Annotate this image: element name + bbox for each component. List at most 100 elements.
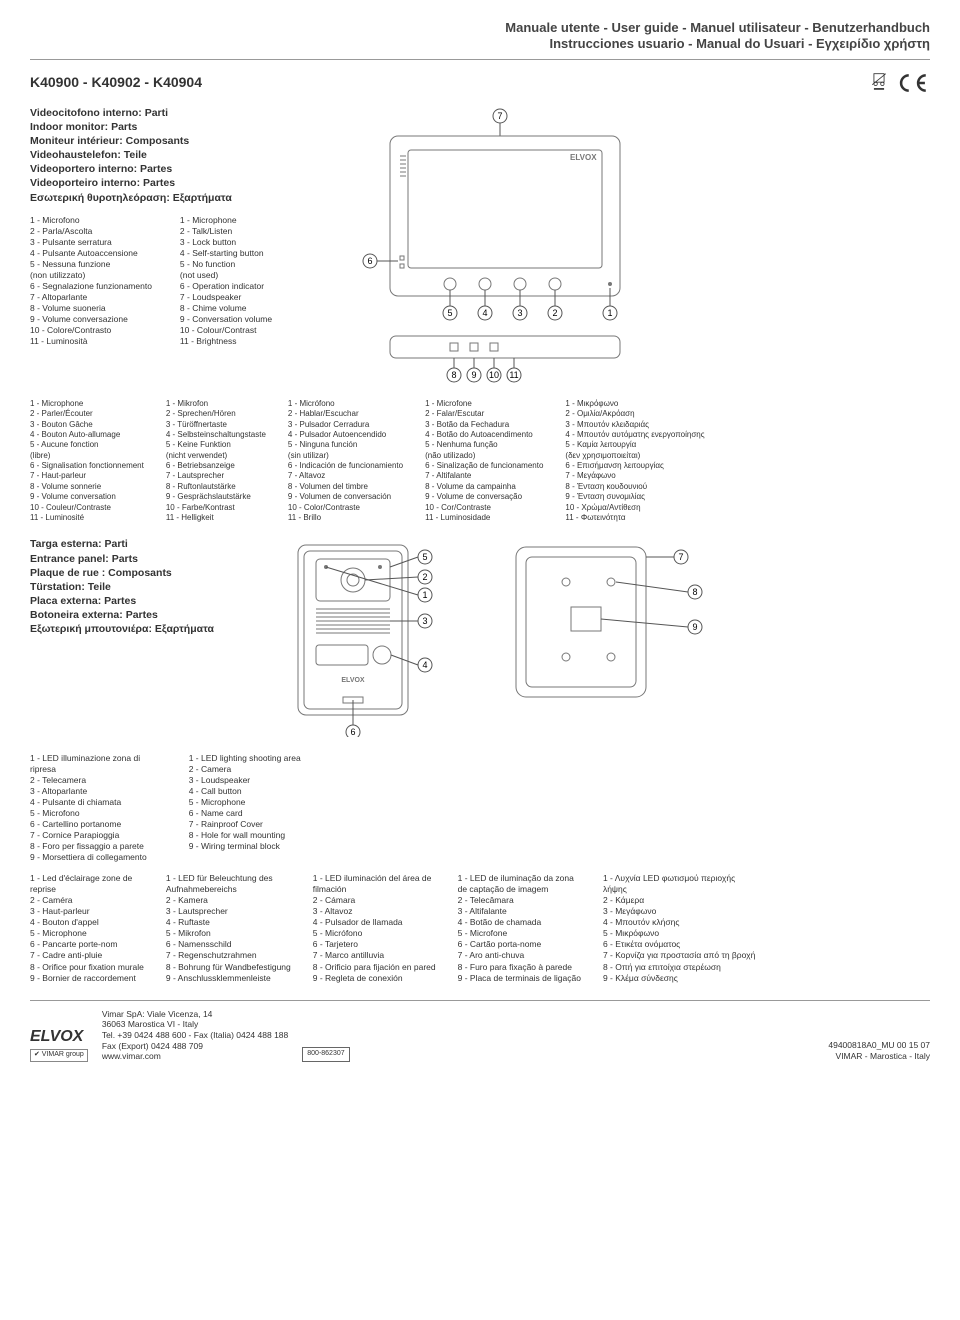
list-item: 3 - Bouton Gâche (30, 420, 144, 430)
list-item: 9 - Volume conversation (30, 492, 144, 502)
list-item: 4 - Μπουτόν κλήσης (603, 917, 755, 928)
list-item: 7 - Cornice Parapioggia (30, 830, 147, 841)
list-item: (sin utilizar) (288, 451, 403, 461)
list-item: 9 - Anschlussklemmenleiste (166, 973, 291, 984)
list-item: 5 - Nenhuma função (425, 440, 543, 450)
list-item: 7 - Altifalante (425, 471, 543, 481)
list-item: 8 - Οπή για επιτοίχια στερέωση (603, 962, 755, 973)
list-item: 1 - Microphone (180, 215, 272, 226)
footer-right: 49400818A0_MU 00 15 07 VIMAR - Marostica… (828, 1040, 930, 1062)
list-item: 1 - LED lighting shooting area (189, 753, 301, 764)
monitor-diagram: 7 ELVOX 6 (330, 106, 650, 389)
list-item: 10 - Color/Contraste (288, 503, 403, 513)
list-item: 9 - Volume de conversação (425, 492, 543, 502)
footer-logo: ELVOX (30, 1027, 88, 1047)
svg-text:6: 6 (367, 256, 372, 266)
list-item: 5 - Microphone (30, 928, 144, 939)
footer-logo-block: ELVOX ✔ VIMAR group (30, 1027, 88, 1062)
list-item: 3 - Türöffnertaste (166, 420, 266, 430)
list-item: 5 - Keine Funktion (166, 440, 266, 450)
entrance-block: Targa esterna: Parti Entrance panel: Par… (30, 537, 930, 740)
svg-text:9: 9 (471, 370, 476, 380)
list-item: 10 - Farbe/Kontrast (166, 503, 266, 513)
list-item: 5 - Ninguna función (288, 440, 403, 450)
entrance-list-pt: 1 - LED de iluminação da zona de captaçã… (458, 873, 581, 983)
list-item: 7 - Loudspeaker (180, 292, 272, 303)
footer-phone-box: 800-862307 (302, 1047, 349, 1062)
list-item: 7 - Μεγάφωνο (565, 471, 704, 481)
list-item: 6 - Segnalazione funzionamento (30, 281, 152, 292)
list-item: 11 - Luminosidade (425, 513, 543, 523)
brand-label: ELVOX (570, 153, 597, 162)
monitor-list-en: 1 - Microphone2 - Talk/Listen3 - Lock bu… (180, 215, 272, 348)
list-item: 10 - Colore/Contrasto (30, 325, 152, 336)
list-item: 5 - Microphone (189, 797, 301, 808)
list-item: 6 - Pancarte porte-nom (30, 939, 144, 950)
monitor-title-el: Εσωτερική θυροτηλεόραση: Εξαρτήματα (30, 191, 310, 205)
list-item: 9 - Morsettiera di collegamento (30, 852, 147, 863)
footer-tel: Tel. +39 0424 488 600 - Fax (Italia) 042… (102, 1030, 288, 1041)
svg-text:2: 2 (552, 308, 557, 318)
list-item: 6 - Signalisation fonctionnement (30, 461, 144, 471)
monitor-list-it: 1 - Microfono2 - Parla/Ascolta3 - Pulsan… (30, 215, 152, 348)
list-item: ripresa (30, 764, 147, 775)
list-item: 5 - Aucune fonction (30, 440, 144, 450)
list-item: 9 - Bornier de raccordement (30, 973, 144, 984)
entrance-list-es: 1 - LED iluminación del área de filmació… (313, 873, 436, 983)
list-item: 6 - Cartão porta-nome (458, 939, 581, 950)
list-item: 2 - Sprechen/Hören (166, 409, 266, 419)
entrance-title-el: Εξωτερική μπουτονιέρα: Εξαρτήματα (30, 622, 240, 636)
list-item: 1 - Micrófono (288, 399, 403, 409)
entrance-section-titles: Targa esterna: Parti Entrance panel: Par… (30, 537, 240, 636)
monitor-list-pt: 1 - Microfone2 - Falar/Escutar3 - Botão … (425, 399, 543, 524)
svg-text:4: 4 (422, 660, 427, 670)
list-item: 3 - Pulsador Cerradura (288, 420, 403, 430)
list-item: 3 - Μεγάφωνο (603, 906, 755, 917)
header-divider (30, 59, 930, 60)
monitor-list-es: 1 - Micrófono2 - Hablar/Escuchar3 - Puls… (288, 399, 403, 524)
list-item: 3 - Pulsante serratura (30, 237, 152, 248)
list-item: 3 - Botão da Fechadura (425, 420, 543, 430)
list-item: 3 - Altavoz (313, 906, 436, 917)
entrance-list-el: 1 - Λυχνία LED φωτισμού περιοχής λήψης2 … (603, 873, 755, 983)
entrance-lists-row1: 1 - LED illuminazione zona di ripresa2 -… (30, 753, 930, 863)
list-item: 9 - Placa de terminais de ligação (458, 973, 581, 984)
list-item: 3 - Altoparlante (30, 786, 147, 797)
list-item: 8 - Orificio para fijación en pared (313, 962, 436, 973)
list-item: filmación (313, 884, 436, 895)
list-item: 1 - LED iluminación del área de (313, 873, 436, 884)
list-item: 7 - Altavoz (288, 471, 403, 481)
list-item: 3 - Loudspeaker (189, 775, 301, 786)
footer-docnum: 49400818A0_MU 00 15 07 (828, 1040, 930, 1051)
svg-text:4: 4 (482, 308, 487, 318)
weee-icon (870, 72, 888, 94)
list-item: 2 - Talk/Listen (180, 226, 272, 237)
svg-text:6: 6 (350, 727, 355, 737)
list-item: 5 - Micrófono (313, 928, 436, 939)
monitor-title-de: Videohaustelefon: Teile (30, 148, 310, 162)
list-item: 6 - Ετικέτα ονόματος (603, 939, 755, 950)
list-item: 10 - Χρώμα/Αντίθεση (565, 503, 704, 513)
list-item: 4 - Pulsador Autoencendido (288, 430, 403, 440)
list-item: 4 - Ruftaste (166, 917, 291, 928)
list-item: 7 - Regenschutzrahmen (166, 950, 291, 961)
entrance-list-fr: 1 - Led d'éclairage zone de reprise2 - C… (30, 873, 144, 983)
list-item: (non utilizzato) (30, 270, 152, 281)
list-item: 8 - Ένταση κουδουνιού (565, 482, 704, 492)
list-item: 4 - Bouton d'appel (30, 917, 144, 928)
list-item: 5 - Nessuna funzione (30, 259, 152, 270)
list-item: de captação de imagem (458, 884, 581, 895)
list-item: 9 - Regleta de conexión (313, 973, 436, 984)
list-item: 9 - Κλέμα σύνδεσης (603, 973, 755, 984)
list-item: 11 - Helligkeit (166, 513, 266, 523)
list-item: 2 - Falar/Escutar (425, 409, 543, 419)
footer-address: Vimar SpA: Viale Vicenza, 14 36063 Maros… (102, 1009, 288, 1062)
list-item: 4 - Pulsante di chiamata (30, 797, 147, 808)
list-item: 11 - Brightness (180, 336, 272, 347)
entrance-title-en: Entrance panel: Parts (30, 552, 240, 566)
list-item: 2 - Parler/Écouter (30, 409, 144, 419)
cert-icons (870, 72, 930, 94)
list-item: 8 - Volumen del timbre (288, 482, 403, 492)
list-item: 4 - Call button (189, 786, 301, 797)
list-item: (nicht verwendet) (166, 451, 266, 461)
